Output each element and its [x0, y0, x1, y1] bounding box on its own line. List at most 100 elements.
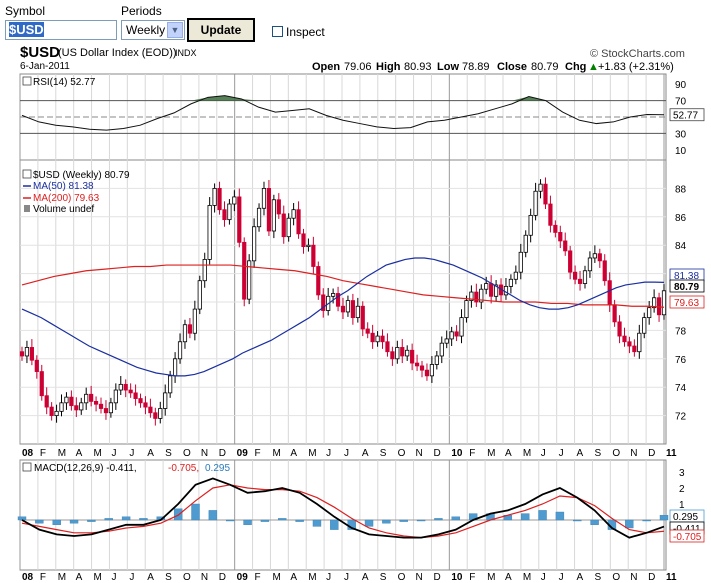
x-tick-label: A — [147, 572, 154, 583]
x-tick-label: M — [523, 572, 531, 583]
price-tick-label: 74 — [675, 383, 687, 394]
x-tick-label: J — [111, 572, 116, 583]
x-tick-label: F — [469, 572, 475, 583]
x-tick-label: O — [183, 572, 191, 583]
macd-histogram-bar — [243, 519, 252, 525]
price-candle — [227, 203, 232, 221]
price-candle — [538, 183, 543, 192]
price-candle — [316, 266, 321, 296]
price-candle — [577, 278, 583, 284]
macd-legend-label: MACD(12,26,9) -0.411, — [34, 463, 137, 474]
price-candle — [19, 351, 25, 357]
x-tick-label: J — [111, 448, 116, 459]
price-candle — [59, 402, 64, 412]
price-last-value: 80.79 — [674, 282, 699, 293]
macd-histogram-bar — [87, 519, 96, 522]
rsi-series — [20, 95, 666, 134]
price-candle — [133, 392, 138, 399]
open-label: Open — [312, 61, 340, 73]
volume-legend-label: Volume undef — [33, 204, 94, 215]
x-tick-label: J — [541, 572, 546, 583]
macd-histogram-bar — [208, 510, 218, 521]
rsi-line — [21, 95, 665, 131]
price-candle — [177, 341, 183, 360]
price-candle — [128, 389, 133, 394]
periods-select[interactable]: Weekly ▼ — [121, 20, 185, 40]
price-legend-label: $USD (Weekly) 80.79 — [33, 170, 130, 181]
symbol-input[interactable]: $USD — [5, 20, 117, 40]
price-candle — [296, 209, 301, 235]
update-button[interactable]: Update — [187, 18, 255, 42]
x-tick-label: M — [272, 448, 280, 459]
x-tick-label: J — [344, 572, 349, 583]
high-label: High — [376, 61, 401, 73]
x-tick-label: A — [577, 572, 584, 583]
price-candle — [370, 332, 375, 343]
price-candle — [217, 187, 222, 211]
price-candle — [642, 317, 647, 334]
x-tick-label: 08 — [22, 572, 34, 583]
rsi-tick-label: 70 — [675, 97, 687, 108]
x-tick-label: 09 — [237, 448, 249, 459]
price-candle — [479, 288, 484, 303]
macd-tick-label: 1 — [679, 500, 685, 511]
price-candle — [252, 226, 257, 262]
price-candle — [592, 253, 597, 259]
x-tick-label: D — [219, 572, 226, 583]
x-tick-label: M — [94, 572, 102, 583]
price-candle — [256, 207, 262, 228]
x-tick-label: F — [255, 572, 261, 583]
price-candle — [153, 412, 158, 419]
price-candle — [331, 293, 336, 297]
macd-histogram-bar — [35, 519, 44, 524]
rsi-tick-label: 10 — [675, 146, 687, 157]
price-candle — [617, 321, 622, 337]
chg-label: Chg — [565, 61, 586, 73]
price-candle — [424, 369, 430, 377]
price-candle — [39, 371, 44, 397]
volume-legend-swatch — [24, 205, 30, 212]
x-tick-label: 09 — [237, 572, 249, 583]
symbol-input-value: $USD — [9, 22, 44, 37]
price-last-value: 79.63 — [674, 298, 699, 309]
price-tick-label: 88 — [675, 184, 687, 195]
x-tick-label: N — [630, 572, 637, 583]
x-tick-label: D — [219, 448, 226, 459]
inspect-checkbox[interactable] — [272, 26, 283, 37]
price-candle — [89, 393, 94, 402]
x-tick-label: S — [594, 448, 601, 459]
price-candle — [360, 305, 365, 330]
x-tick-label: 11 — [666, 572, 677, 583]
price-last-value-box — [669, 295, 705, 309]
price-candle — [587, 257, 593, 272]
price-candle — [29, 347, 34, 361]
price-candle — [469, 291, 474, 301]
inspect-label: Inspect — [286, 25, 325, 39]
price-candle — [98, 403, 104, 409]
price-candle — [34, 359, 39, 372]
macd-histogram-bar — [364, 519, 374, 527]
price-candle — [474, 291, 479, 303]
x-tick-label: S — [594, 572, 601, 583]
price-candle — [429, 364, 434, 377]
x-tick-label: 10 — [451, 448, 463, 459]
price-candle — [79, 402, 84, 411]
price-candle — [350, 300, 355, 319]
price-candle — [390, 351, 395, 360]
macd-histogram-bar — [659, 515, 669, 521]
price-candle — [533, 190, 538, 216]
macd-histogram-bar — [17, 516, 27, 521]
axis-labels: 08 F M A M J J A S O N D 09 F M A M J J A S O N D 10 F M A M J J A S O N D 1… — [22, 80, 705, 583]
x-tick-label: J — [129, 448, 134, 459]
macd-histogram-bar — [451, 516, 460, 521]
price-candle — [340, 305, 346, 313]
chevron-down-icon[interactable]: ▼ — [167, 22, 183, 38]
price-candle — [123, 383, 128, 391]
price-candle — [612, 304, 617, 323]
price-candle — [163, 392, 168, 409]
price-series — [19, 177, 667, 426]
price-candle — [637, 332, 642, 353]
price-candle — [266, 187, 272, 232]
x-tick-label: O — [612, 448, 620, 459]
price-candle — [207, 205, 212, 260]
